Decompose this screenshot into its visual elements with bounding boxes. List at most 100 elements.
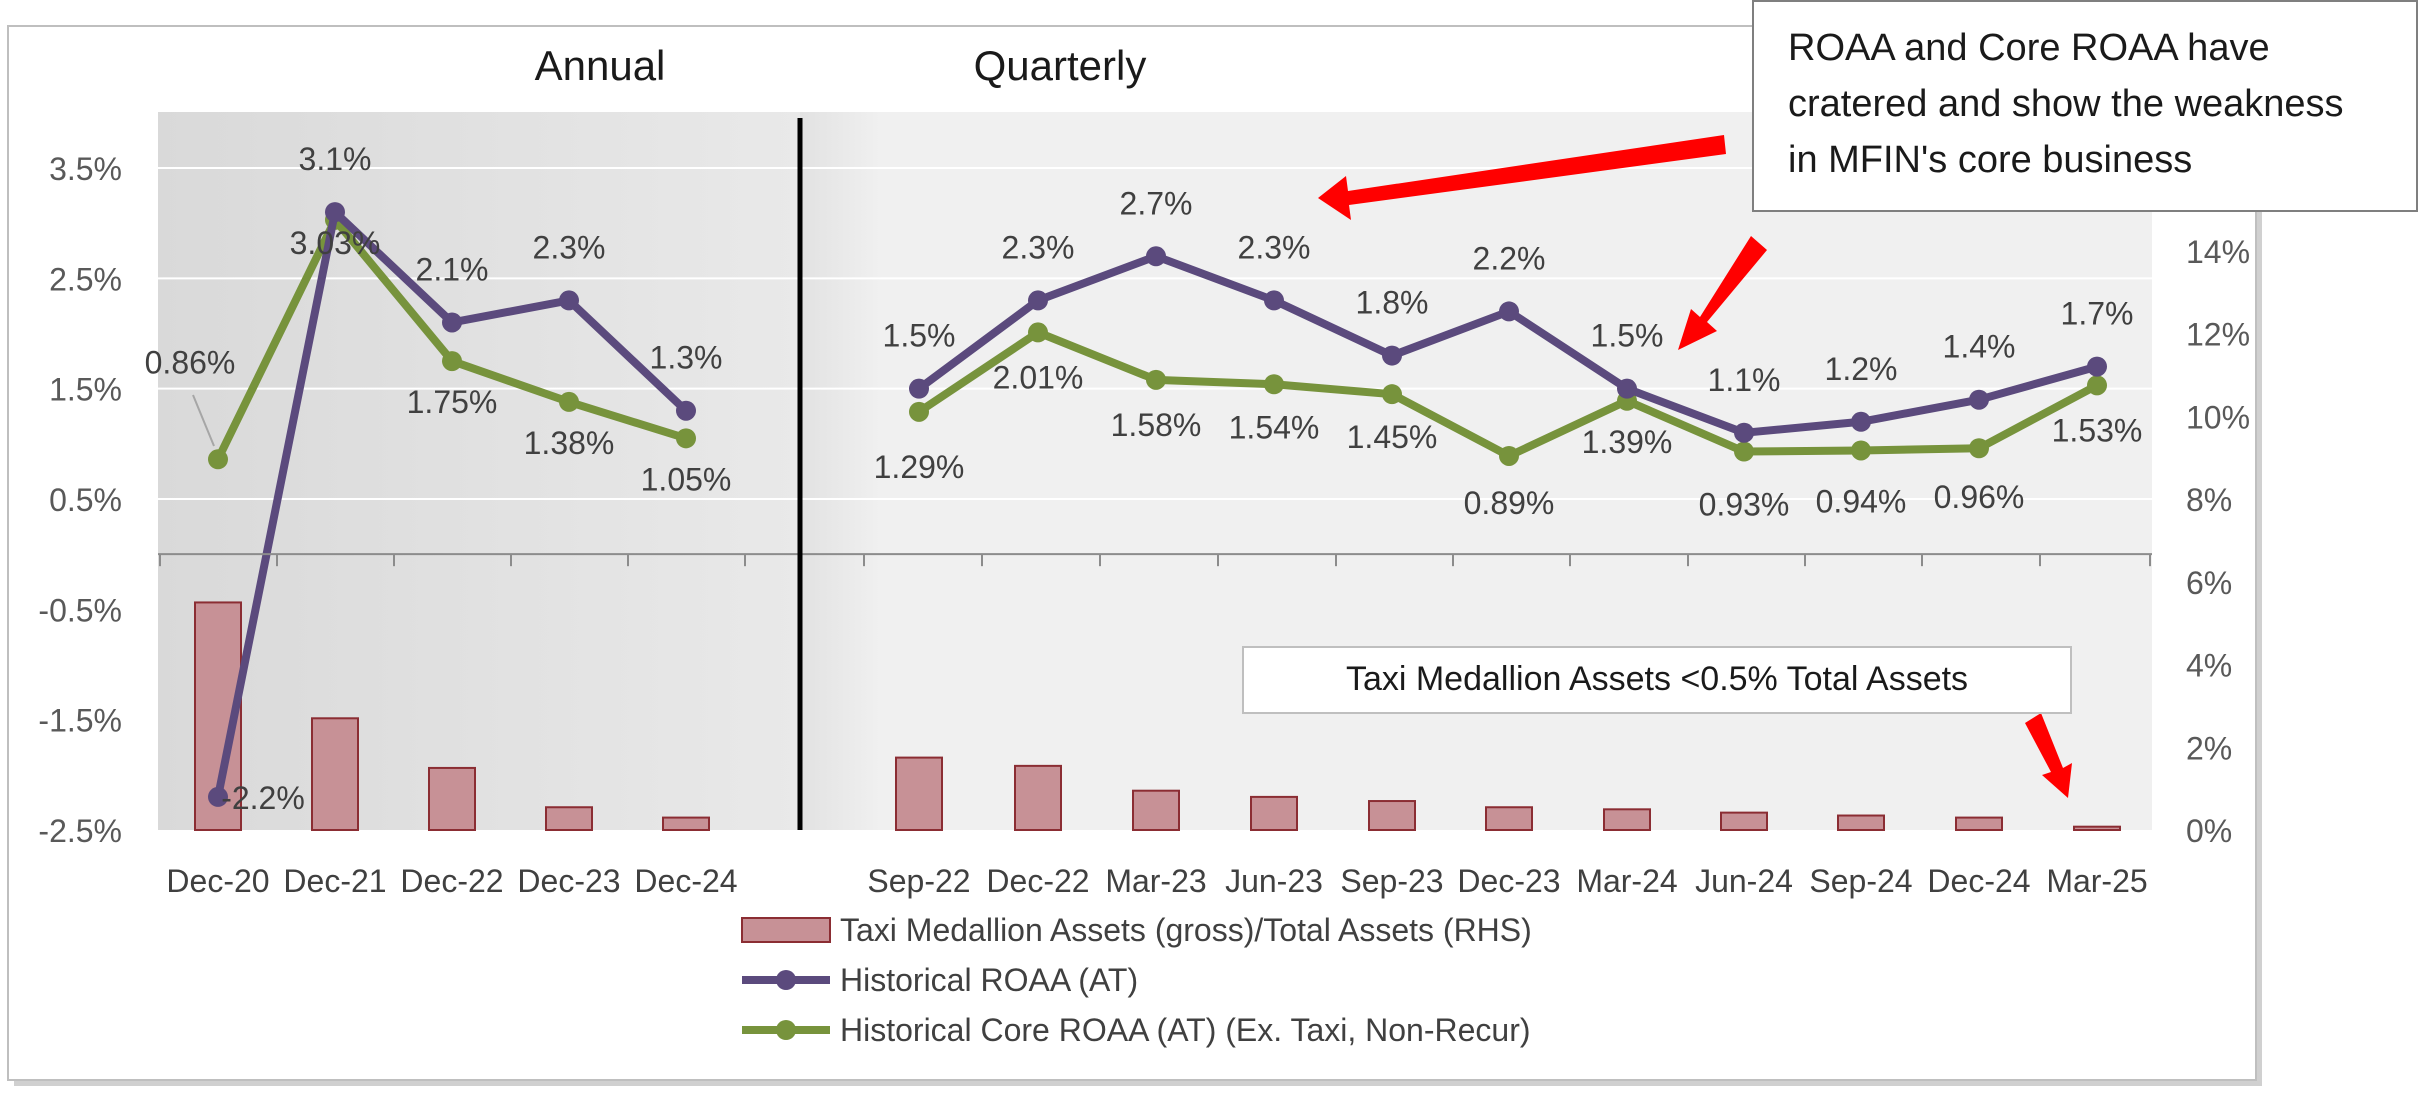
core-roaa-data-label: 0.94% [1816,483,1907,519]
core-roaa-data-label: 2.01% [993,359,1084,395]
core-roaa-data-label: 0.93% [1699,487,1790,523]
roaa-data-label: 2.1% [416,251,489,287]
right-axis-tick-label: 8% [2186,482,2232,518]
core-roaa-data-label: 3.03% [290,225,381,261]
roaa-data-label: 2.2% [1473,240,1546,276]
right-axis-tick-label: 4% [2186,648,2232,684]
roaa-data-label: 1.8% [1356,285,1429,321]
x-tick-label: Sep-24 [1809,863,1912,899]
left-axis-tick-label: 3.5% [49,151,122,187]
legend-swatch-marker [776,970,796,990]
roaa-data-label: 2.3% [1238,229,1311,265]
taxi-bar-Jun-23 [1250,795,1298,832]
roaa-point-Mar-25 [2087,356,2107,377]
left-axis-tick-label: -1.5% [38,703,122,739]
legend-label: Historical Core ROAA (AT) (Ex. Taxi, Non… [840,1012,1531,1048]
roaa-data-label: 1.3% [650,340,723,376]
roaa-data-label: 2.3% [1002,229,1075,265]
x-tick-label: Dec-22 [986,863,1089,899]
taxi-bar-Sep-22 [895,756,943,831]
core-roaa-point-Sep-23 [1382,384,1402,405]
taxi-bar-Dec-24 [662,816,710,832]
main-callout: ROAA and Core ROAA have cratered and sho… [1752,0,2418,212]
core-roaa-point-Dec-22 [1028,322,1048,343]
core-roaa-leader-line [192,394,215,447]
core-roaa-point-Jun-23 [1264,374,1284,395]
roaa-data-label: 1.1% [1708,362,1781,398]
core-roaa-data-label: 1.58% [1111,407,1202,443]
annual-plot-area [158,112,800,830]
x-tick-label: Sep-23 [1340,863,1443,899]
core-roaa-data-label: 0.89% [1464,485,1555,521]
roaa-point-Dec-23 [559,290,579,311]
core-roaa-point-Sep-24 [1851,440,1871,461]
arrow-to-mar24-point [1678,236,1767,350]
legend-swatch-taxi [741,917,831,943]
right-axis-tick-label: 2% [2186,730,2232,766]
x-tick-label: Sep-22 [867,863,970,899]
taxi-bar-Dec-22 [428,766,476,831]
core-roaa-data-label: 0.96% [1934,479,2025,515]
core-roaa-data-label: 1.53% [2052,412,2143,448]
taxi-bar-Mar-25 [2073,825,2121,832]
legend-swatch-marker [776,1020,796,1040]
roaa-point-Sep-24 [1851,411,1871,432]
core-roaa-point-Dec-23 [559,391,579,412]
left-axis-tick-label: -0.5% [38,592,122,628]
roaa-point-Mar-24 [1617,378,1637,399]
core-roaa-data-label: 1.38% [524,425,615,461]
core-roaa-data-label: 0.86% [145,344,236,380]
core-roaa-data-label: 1.54% [1229,409,1320,445]
x-tick-label: Dec-21 [283,863,386,899]
core-roaa-point-Dec-24 [676,428,696,449]
right-axis-tick-label: 12% [2186,317,2250,353]
x-tick-label: Mar-25 [2046,863,2147,899]
roaa-point-Dec-22 [442,312,462,333]
x-tick-label: Dec-23 [1457,863,1560,899]
core-roaa-point-Dec-22 [442,351,462,372]
taxi-bar-Mar-23 [1132,789,1180,831]
roaa-data-label: 2.7% [1120,185,1193,221]
right-axis-tick-label: 6% [2186,565,2232,601]
x-tick-label: Dec-20 [166,863,269,899]
roaa-point-Dec-21 [325,202,345,223]
taxi-bar-Dec-21 [311,717,359,831]
roaa-point-Mar-23 [1146,246,1166,267]
roaa-data-label: 1.5% [883,318,956,354]
taxi-bar-Dec-23 [545,806,593,832]
roaa-data-label: 1.4% [1943,329,2016,365]
x-tick-label: Jun-23 [1225,863,1323,899]
left-axis-tick-label: -2.5% [38,813,122,849]
x-tick-label: Jun-24 [1695,863,1793,899]
taxi-callout: Taxi Medallion Assets <0.5% Total Assets [1242,646,2072,714]
core-roaa-data-label: 1.05% [641,461,732,497]
quarterly-title: Quarterly [974,42,1147,89]
taxi-bar-Dec-22 [1014,764,1062,832]
roaa-point-Jun-24 [1734,422,1754,443]
roaa-data-label: 1.2% [1825,351,1898,387]
core-roaa-data-label: 1.39% [1582,424,1673,460]
x-tick-label: Dec-24 [634,863,737,899]
legend-label: Taxi Medallion Assets (gross)/Total Asse… [840,912,1532,948]
annual-title: Annual [535,42,666,89]
core-roaa-point-Mar-25 [2087,375,2107,396]
right-axis-tick-label: 10% [2186,399,2250,435]
roaa-point-Dec-23 [1499,301,1519,322]
legend-label: Historical ROAA (AT) [840,962,1138,998]
core-roaa-point-Jun-24 [1734,441,1754,462]
core-roaa-data-label: 1.75% [407,384,498,420]
taxi-bar-Dec-24 [1955,816,2003,832]
taxi-bar-Mar-24 [1603,808,1651,831]
arrow-to-quarterly-peak [1318,135,1726,220]
left-axis-tick-label: 1.5% [49,372,122,408]
core-roaa-point-Dec-24 [1969,438,1989,459]
core-roaa-point-Dec-20 [208,449,228,470]
roaa-point-Dec-24 [676,400,696,421]
roaa-point-Dec-24 [1969,389,1989,410]
core-roaa-point-Sep-22 [909,401,929,422]
x-tick-label: Dec-22 [400,863,503,899]
core-roaa-data-label: 1.29% [874,449,965,485]
roaa-data-label: 2.3% [533,229,606,265]
arrow-to-mar25-bar [2025,713,2072,798]
roaa-point-Dec-20 [208,786,228,807]
